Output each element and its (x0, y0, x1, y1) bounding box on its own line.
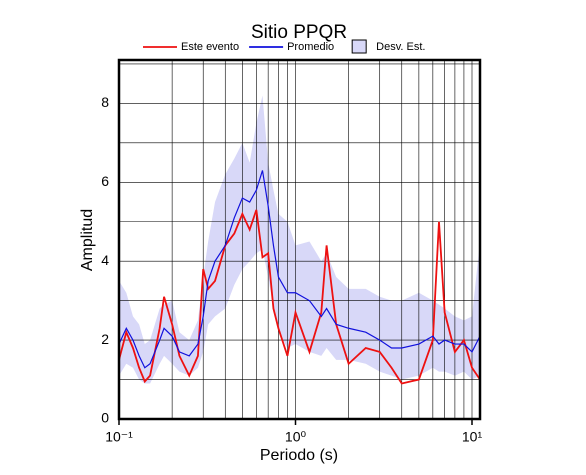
x-tick-label: 10¹ (462, 429, 483, 445)
y-tick-label: 2 (101, 331, 109, 347)
std-band (119, 95, 480, 384)
series-line (118, 170, 481, 369)
legend-label: Promedio (287, 41, 334, 53)
y-tick-label: 8 (101, 94, 109, 110)
plot-frame (117, 58, 482, 421)
series-line (118, 209, 481, 385)
legend-label: Desv. Est. (376, 41, 425, 53)
y-tick-label: 4 (101, 252, 109, 268)
y-axis-label: Amplitud (79, 209, 96, 271)
y-tick-label: 6 (101, 173, 109, 189)
legend-label: Este evento (181, 41, 239, 53)
legend-swatch (351, 39, 367, 54)
chart-title: Sitio PPQR (251, 22, 347, 43)
x-tick-label: 10⁰ (285, 429, 307, 445)
x-tick-label: 10⁻¹ (105, 429, 133, 445)
y-tick-label: 0 (101, 410, 109, 426)
x-axis-label: Periodo (s) (260, 447, 338, 464)
